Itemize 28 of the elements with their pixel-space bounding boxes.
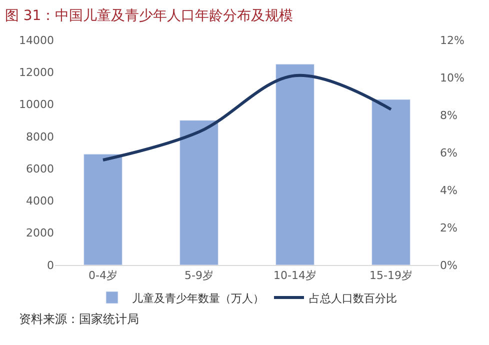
y-tick-label: 4000: [26, 194, 54, 208]
y-tick-label: 8000: [26, 130, 54, 144]
text: 资料来源：国家统计局: [19, 312, 139, 326]
legend-label: 占总人口数百分比: [309, 292, 397, 305]
y-tick-label: 2000: [26, 226, 54, 240]
y2-tick-label: 2%: [440, 221, 458, 234]
y-tick-label: 6000: [26, 162, 54, 176]
y-tick-label: 0: [47, 258, 54, 272]
chart-title: 图 31：中国儿童及青少年人口年龄分布及规模: [4, 8, 294, 24]
y-tick-label: 14000: [19, 34, 54, 47]
bar: [180, 120, 218, 265]
bar: [84, 154, 122, 265]
y-tick-label: 12000: [19, 66, 54, 79]
y2-tick-label: 4%: [440, 184, 458, 197]
bar: [372, 99, 410, 265]
y2-tick-label: 12%: [440, 34, 464, 47]
x-tick-label: 10-14岁: [274, 269, 316, 282]
y2-tick-label: 8%: [440, 108, 458, 122]
legend-label: 儿童及青少年数量（万人）: [132, 292, 264, 305]
x-tick-label: 0-4岁: [88, 269, 118, 282]
y2-tick-label: 6%: [440, 146, 458, 160]
line-series: [102, 74, 392, 162]
y2-tick-label: 10%: [440, 71, 464, 84]
bar: [276, 64, 314, 265]
y-tick-label: 10000: [19, 98, 54, 112]
x-tick-label: 5-9岁: [184, 269, 214, 282]
x-tick-label: 15-19岁: [370, 269, 412, 282]
y2-tick-label: 0%: [440, 258, 458, 272]
